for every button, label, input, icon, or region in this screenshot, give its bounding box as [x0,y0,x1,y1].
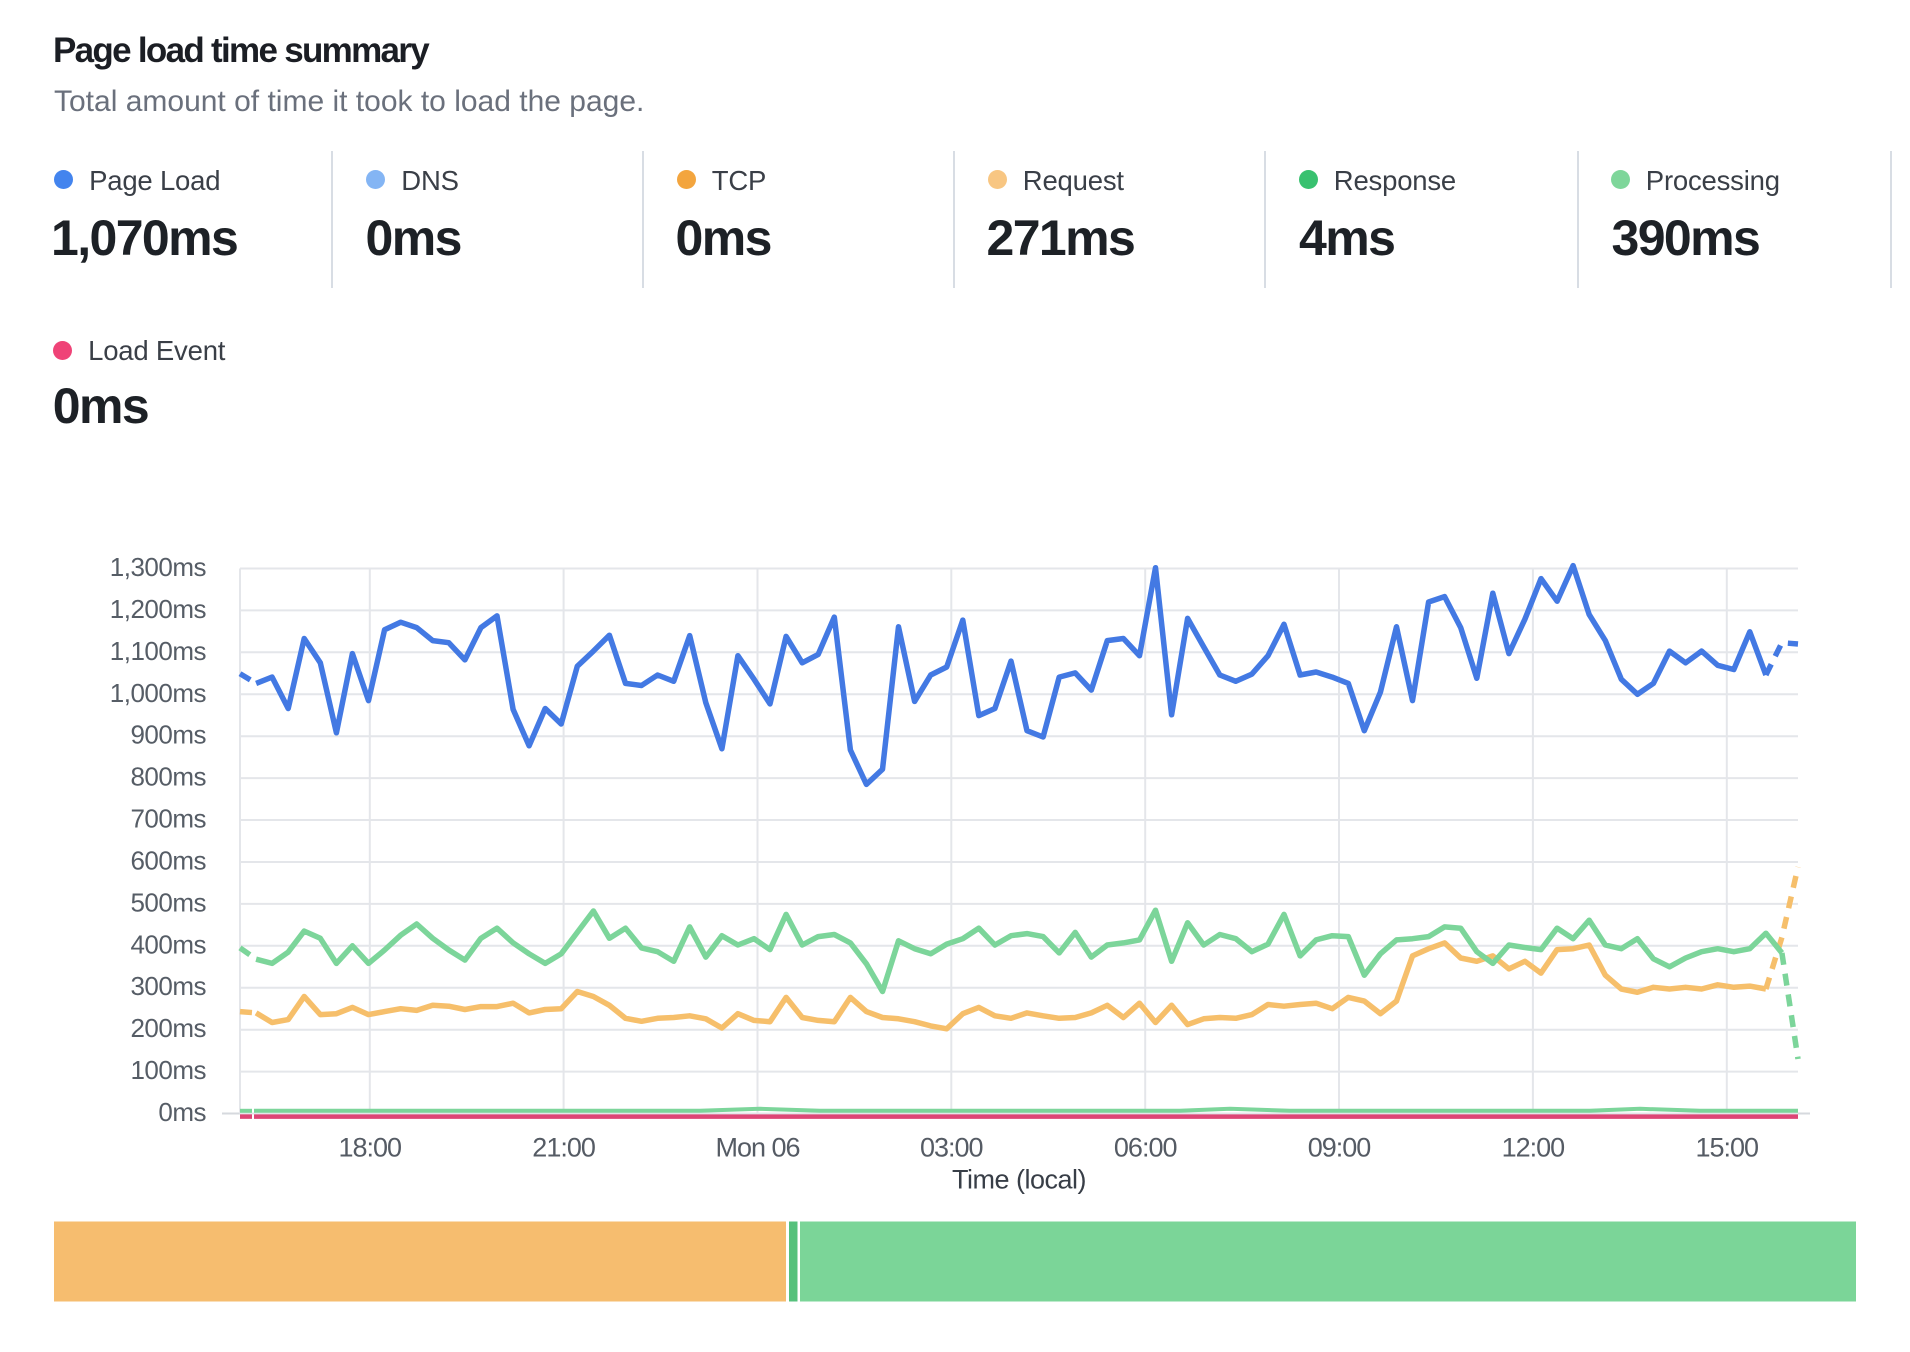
svg-text:06:00: 06:00 [1114,1133,1177,1163]
svg-text:400ms: 400ms [130,929,206,959]
svg-text:15:00: 15:00 [1696,1133,1759,1163]
svg-text:12:00: 12:00 [1502,1133,1565,1163]
svg-text:21:00: 21:00 [532,1133,595,1163]
svg-text:700ms: 700ms [130,804,206,834]
svg-text:0ms: 0ms [158,1097,206,1127]
svg-text:1,000ms: 1,000ms [110,678,207,708]
svg-text:200ms: 200ms [130,1013,206,1043]
svg-text:09:00: 09:00 [1308,1133,1371,1163]
svg-text:03:00: 03:00 [920,1133,983,1163]
svg-text:900ms: 900ms [130,720,206,750]
svg-text:300ms: 300ms [130,971,206,1001]
svg-text:Time (local): Time (local) [952,1165,1086,1195]
svg-text:18:00: 18:00 [339,1133,402,1163]
svg-text:100ms: 100ms [130,1055,206,1085]
svg-text:500ms: 500ms [130,887,206,917]
svg-text:Mon 06: Mon 06 [715,1133,799,1163]
svg-text:1,100ms: 1,100ms [110,636,207,666]
svg-text:1,200ms: 1,200ms [110,594,207,624]
svg-text:1,300ms: 1,300ms [110,552,207,582]
svg-text:600ms: 600ms [130,846,206,876]
svg-text:800ms: 800ms [130,762,206,792]
